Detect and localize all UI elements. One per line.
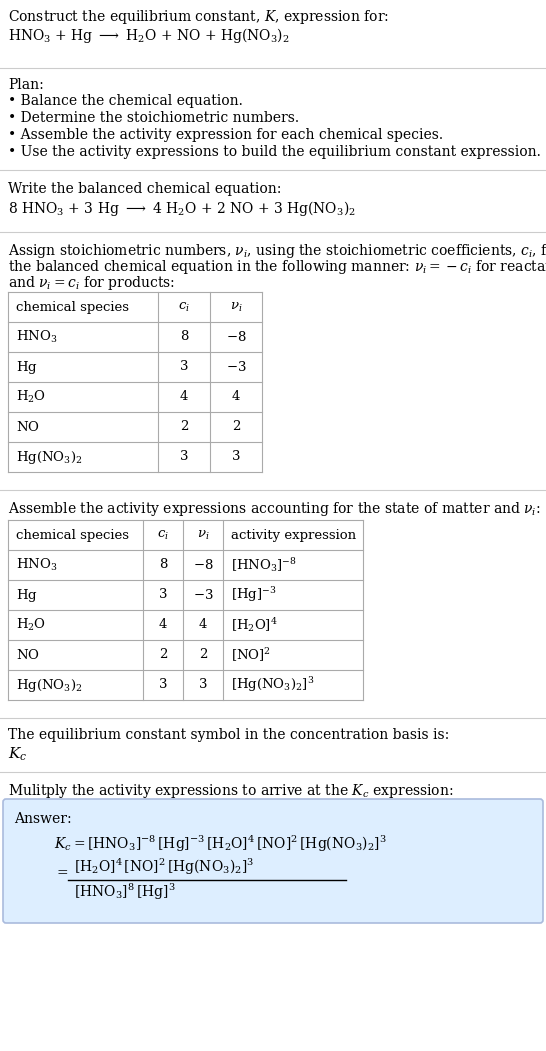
Text: • Determine the stoichiometric numbers.: • Determine the stoichiometric numbers. (8, 111, 299, 125)
Text: 4: 4 (232, 391, 240, 404)
Text: $[\mathrm{H_2O}]^{4}$: $[\mathrm{H_2O}]^{4}$ (231, 616, 278, 634)
FancyBboxPatch shape (3, 799, 543, 923)
Text: Mulitply the activity expressions to arrive at the $K_c$ expression:: Mulitply the activity expressions to arr… (8, 782, 454, 800)
Text: $\mathrm{HNO_3}$ + Hg $\longrightarrow$ $\mathrm{H_2O}$ + NO + $\mathrm{Hg(NO_3): $\mathrm{HNO_3}$ + Hg $\longrightarrow$ … (8, 26, 290, 45)
Text: Plan:: Plan: (8, 78, 44, 92)
Text: $\mathrm{Hg(NO_3)_2}$: $\mathrm{Hg(NO_3)_2}$ (16, 449, 82, 466)
Text: $-3$: $-3$ (225, 360, 246, 374)
Text: 3: 3 (159, 679, 167, 692)
Text: 2: 2 (199, 648, 207, 661)
Text: the balanced chemical equation in the following manner: $\nu_i = -c_i$ for react: the balanced chemical equation in the fo… (8, 257, 546, 276)
Text: $-8$: $-8$ (225, 330, 246, 344)
Text: Answer:: Answer: (14, 812, 72, 826)
Text: $\mathrm{NO}$: $\mathrm{NO}$ (16, 648, 40, 662)
Text: $\mathrm{Hg(NO_3)_2}$: $\mathrm{Hg(NO_3)_2}$ (16, 677, 82, 694)
Text: 2: 2 (180, 420, 188, 433)
Text: $K_c$: $K_c$ (8, 746, 27, 763)
Text: • Assemble the activity expression for each chemical species.: • Assemble the activity expression for e… (8, 128, 443, 142)
Text: $[\mathrm{Hg(NO_3)_2}]^{3}$: $[\mathrm{Hg(NO_3)_2}]^{3}$ (231, 676, 314, 695)
Text: 3: 3 (180, 360, 188, 373)
Text: 3: 3 (199, 679, 207, 692)
Text: Construct the equilibrium constant, $K$, expression for:: Construct the equilibrium constant, $K$,… (8, 8, 389, 26)
Text: Assemble the activity expressions accounting for the state of matter and $\nu_i$: Assemble the activity expressions accoun… (8, 500, 541, 518)
Text: $\mathrm{HNO_3}$: $\mathrm{HNO_3}$ (16, 329, 57, 345)
Text: $\mathrm{HNO_3}$: $\mathrm{HNO_3}$ (16, 557, 57, 573)
Text: activity expression: activity expression (231, 529, 356, 541)
Text: Write the balanced chemical equation:: Write the balanced chemical equation: (8, 182, 281, 195)
Text: 8: 8 (159, 558, 167, 572)
Text: 8: 8 (180, 330, 188, 344)
Text: • Use the activity expressions to build the equilibrium constant expression.: • Use the activity expressions to build … (8, 145, 541, 159)
Text: $\mathrm{NO}$: $\mathrm{NO}$ (16, 420, 40, 434)
Text: $[\mathrm{HNO_3}]^{8}\,[\mathrm{Hg}]^{3}$: $[\mathrm{HNO_3}]^{8}\,[\mathrm{Hg}]^{3}… (74, 882, 175, 903)
Text: $[\mathrm{H_2O}]^{4}\,[\mathrm{NO}]^{2}\,[\mathrm{Hg(NO_3)_2}]^{3}$: $[\mathrm{H_2O}]^{4}\,[\mathrm{NO}]^{2}\… (74, 857, 254, 878)
Text: $-8$: $-8$ (193, 558, 213, 572)
Text: $\nu_i$: $\nu_i$ (230, 301, 242, 313)
Text: 4: 4 (159, 618, 167, 632)
Text: chemical species: chemical species (16, 301, 129, 313)
Text: chemical species: chemical species (16, 529, 129, 541)
Text: • Balance the chemical equation.: • Balance the chemical equation. (8, 94, 243, 108)
Text: 2: 2 (159, 648, 167, 661)
Text: $8\ \mathrm{HNO_3}$ + $3$ Hg $\longrightarrow$ $4\ \mathrm{H_2O}$ + $2$ NO + $3\: $8\ \mathrm{HNO_3}$ + $3$ Hg $\longright… (8, 199, 356, 218)
Text: The equilibrium constant symbol in the concentration basis is:: The equilibrium constant symbol in the c… (8, 728, 449, 742)
Text: $-3$: $-3$ (193, 588, 213, 602)
Text: $\mathrm{H_2O}$: $\mathrm{H_2O}$ (16, 389, 46, 405)
Text: $[\mathrm{HNO_3}]^{-8}$: $[\mathrm{HNO_3}]^{-8}$ (231, 556, 297, 574)
Text: and $\nu_i = c_i$ for products:: and $\nu_i = c_i$ for products: (8, 274, 175, 292)
Text: $\mathrm{Hg}$: $\mathrm{Hg}$ (16, 358, 38, 375)
Text: $K_c = [\mathrm{HNO_3}]^{-8}\,[\mathrm{Hg}]^{-3}\,[\mathrm{H_2O}]^{4}\,[\mathrm{: $K_c = [\mathrm{HNO_3}]^{-8}\,[\mathrm{H… (54, 834, 387, 854)
Text: 4: 4 (199, 618, 207, 632)
Text: 3: 3 (232, 451, 240, 463)
Text: $c_i$: $c_i$ (157, 529, 169, 541)
Text: $\mathrm{H_2O}$: $\mathrm{H_2O}$ (16, 617, 46, 633)
Text: $[\mathrm{Hg}]^{-3}$: $[\mathrm{Hg}]^{-3}$ (231, 585, 276, 604)
Text: $\nu_i$: $\nu_i$ (197, 529, 209, 541)
Text: Assign stoichiometric numbers, $\nu_i$, using the stoichiometric coefficients, $: Assign stoichiometric numbers, $\nu_i$, … (8, 242, 546, 260)
Text: 4: 4 (180, 391, 188, 404)
Text: 2: 2 (232, 420, 240, 433)
Text: 3: 3 (159, 589, 167, 601)
Text: $=$: $=$ (54, 864, 69, 878)
Text: $\mathrm{Hg}$: $\mathrm{Hg}$ (16, 586, 38, 603)
Text: 3: 3 (180, 451, 188, 463)
Text: $[\mathrm{NO}]^{2}$: $[\mathrm{NO}]^{2}$ (231, 646, 271, 664)
Text: $c_i$: $c_i$ (178, 301, 190, 313)
